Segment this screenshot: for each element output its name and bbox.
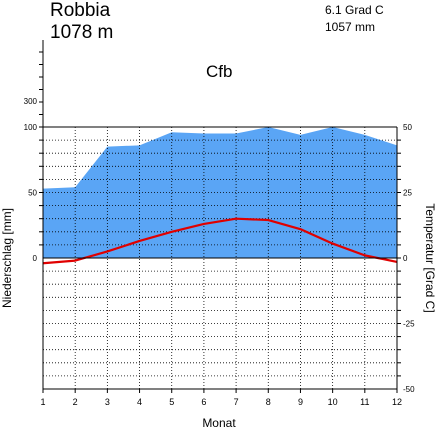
mean-temperature: 6.1 Grad C (325, 3, 384, 17)
climate-classification: Cfb (206, 62, 232, 81)
temperature-line (42, 217, 398, 265)
temp-tick-label: 50 (403, 123, 412, 132)
station-name: Robbia (50, 0, 111, 21)
left-axis-label: Niederschlag [mm] (0, 208, 14, 308)
month-tick-label: 9 (298, 397, 303, 407)
right-axis-label: Temperatur [Grad C] (423, 203, 437, 312)
grid-layer (43, 127, 397, 389)
temp-tick-label: 25 (403, 189, 412, 198)
temp-tick-label: 0 (403, 254, 408, 263)
station-elevation: 1078 m (50, 22, 113, 43)
temp-tick-label: -50 (403, 385, 415, 394)
month-tick-label: 10 (328, 397, 338, 407)
precip-tick-label: 100 (24, 123, 38, 132)
month-tick-label: 1 (40, 397, 45, 407)
month-tick-label: 3 (105, 397, 110, 407)
temp-tick-label: -25 (403, 320, 415, 329)
precip-tick-label: 50 (28, 189, 37, 198)
temperature-layer (42, 217, 398, 265)
annual-precipitation: 1057 mm (325, 20, 375, 34)
month-tick-label: 11 (360, 397, 369, 407)
month-tick-label: 12 (392, 397, 402, 407)
x-axis-label: Monat (202, 416, 236, 430)
month-tick-label: 8 (266, 397, 271, 407)
month-tick-label: 7 (234, 397, 239, 407)
precip-tick-label: 300 (24, 97, 38, 106)
precip-tick-label: 0 (33, 254, 38, 263)
month-tick-label: 6 (201, 397, 206, 407)
month-tick-label: 5 (169, 397, 174, 407)
month-tick-label: 2 (73, 397, 78, 407)
month-tick-label: 4 (137, 397, 142, 407)
